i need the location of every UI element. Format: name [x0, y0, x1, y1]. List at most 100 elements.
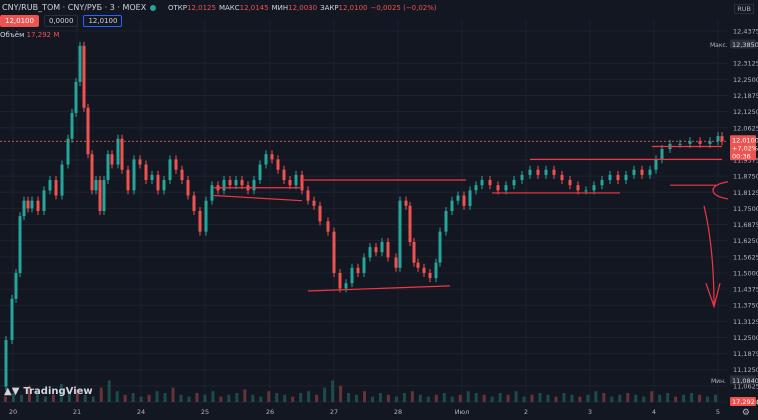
candle-body	[306, 190, 310, 201]
candle-body	[120, 138, 124, 170]
volume-bar	[618, 394, 622, 402]
candle-body	[422, 267, 426, 273]
y-tick-label: 11,0625	[733, 382, 758, 390]
gear-icon[interactable]: ⚙	[741, 408, 750, 418]
volume-bar	[91, 396, 95, 402]
max-value-tag-bg	[730, 39, 756, 49]
volume-bar	[410, 391, 414, 402]
x-tick-label: 24	[137, 408, 145, 416]
candle-body	[234, 180, 238, 186]
volume-bar	[19, 394, 23, 402]
candle-body	[162, 180, 166, 191]
candle-body	[584, 190, 588, 192]
candle-body	[386, 241, 390, 258]
y-tick-label: 11,6250	[733, 237, 758, 245]
volume-bar	[450, 396, 454, 402]
candle-body	[138, 159, 142, 165]
candle-body	[434, 262, 438, 279]
bid-ask-panel[interactable]: 12,0100 0,0000 12,0100	[0, 15, 123, 27]
candle-body	[186, 180, 190, 196]
last-price-tag-bg	[730, 135, 756, 161]
volume-bar	[474, 393, 478, 402]
volume-bar	[211, 391, 215, 402]
candle-body	[126, 169, 130, 191]
volume-bar	[291, 396, 295, 402]
candle-body	[74, 81, 78, 113]
candle-body	[192, 195, 196, 211]
volume-bar	[123, 394, 127, 402]
candle-body	[174, 159, 178, 170]
trend-line	[307, 285, 451, 292]
candle-body	[54, 180, 58, 196]
last-price-change: +7,02%	[732, 144, 758, 152]
candle-body	[488, 180, 492, 186]
candle-body	[380, 241, 384, 253]
volume-bar	[538, 393, 542, 402]
ask-price[interactable]: 12,0100	[83, 15, 123, 27]
volume-bar	[674, 396, 678, 402]
candle-body	[252, 180, 256, 191]
symbol-title[interactable]: CNY/RUB_TOM · CNY/РУБ · 3 · MOEX	[2, 3, 147, 12]
ohlc-value-0: 12,0125	[186, 4, 216, 12]
y-tick-label: 11,8125	[733, 189, 758, 197]
bid-price[interactable]: 12,0100	[0, 15, 39, 27]
candle-body	[288, 180, 292, 186]
candle-body	[362, 257, 366, 273]
symbol-header[interactable]: CNY/RUB_TOM · CNY/РУБ · 3 · MOEX	[2, 3, 157, 12]
volume-value: 17,292 M	[26, 31, 60, 39]
volume-bar	[418, 394, 422, 402]
volume-bar	[67, 393, 71, 402]
x-tick-label: 28	[394, 408, 402, 416]
volume-legend: Объём 17,292 M	[0, 31, 59, 39]
ohlc-legend: ОТКР12,0125 МАКС12,0145 МИН12,0030 ЗАКР12,0…	[168, 4, 440, 12]
volume-bar	[490, 396, 494, 402]
volume-bar	[458, 394, 462, 402]
ohlc-value-3: 12,0100	[338, 4, 368, 12]
forecast-arrowhead	[705, 283, 721, 309]
candle-body	[132, 159, 136, 191]
candle-body	[66, 138, 70, 165]
volume-bar	[275, 393, 279, 402]
candle-body	[90, 154, 94, 191]
candle-body	[720, 136, 724, 142]
ohlc-label-3: ЗАКР	[320, 4, 339, 12]
candle-body	[180, 169, 184, 181]
candle-body	[82, 45, 86, 108]
volume-bar	[355, 394, 359, 402]
volume-bar	[251, 394, 255, 402]
candle-body	[326, 221, 330, 232]
candle-body	[368, 247, 372, 258]
candle-body	[300, 174, 304, 191]
volume-bar	[682, 394, 686, 402]
candle-body	[404, 200, 408, 206]
volume-bar	[714, 394, 718, 402]
x-tick-label: 2	[524, 408, 528, 416]
volume-bar	[59, 384, 63, 402]
volume-bar	[578, 396, 582, 402]
y-tick-label: 12,3125	[733, 60, 758, 68]
candle-body	[408, 205, 412, 242]
candle-body	[698, 141, 702, 144]
candle-body	[568, 180, 572, 186]
y-tick-label: 11,7500	[733, 205, 758, 213]
volume-bar	[227, 394, 231, 402]
y-tick-label: 11,5625	[733, 253, 758, 261]
candle-body	[26, 200, 30, 209]
candle-body	[456, 195, 460, 201]
spread-value: 0,0000	[43, 15, 79, 27]
last-price-value: 12,0100	[732, 136, 758, 144]
volume-bar	[179, 394, 183, 402]
candle-body	[450, 200, 454, 211]
y-tick-label: 11,3750	[733, 302, 758, 310]
currency-label[interactable]: RUB	[734, 4, 754, 14]
tradingview-wordmark: TradingView	[23, 386, 93, 397]
volume-bar	[219, 396, 223, 402]
volume-bar	[195, 393, 199, 402]
price-axis	[728, 0, 758, 420]
volume-bar	[602, 393, 606, 402]
volume-bar	[83, 394, 87, 402]
volume-label: Объём	[0, 31, 25, 39]
volume-bar	[610, 396, 614, 402]
candle-body	[512, 180, 516, 186]
